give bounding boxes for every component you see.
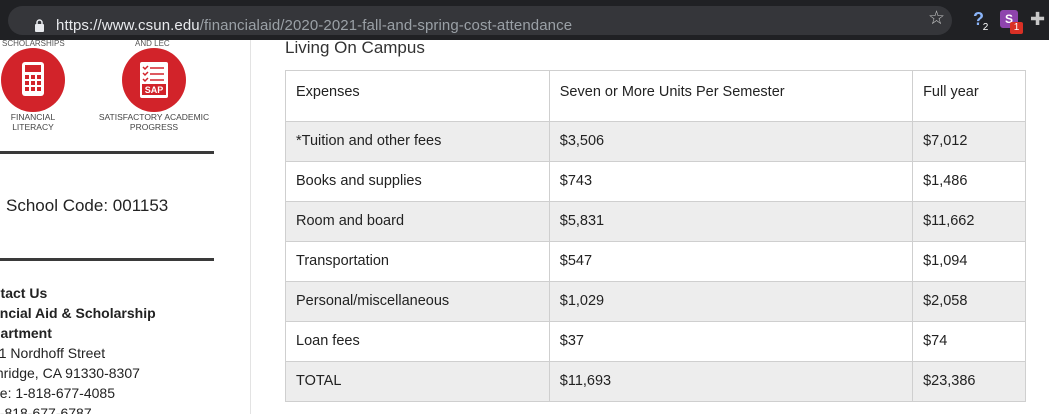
calculator-icon	[22, 62, 44, 96]
school-code: School Code: 001153	[6, 196, 169, 215]
browser-toolbar: https://www.csun.edu/financialaid/2020-2…	[0, 0, 1049, 40]
semester-cost-cell: $37	[548, 321, 914, 362]
semester-cost-cell: $3,506	[548, 121, 914, 162]
year-cost-cell: $1,486	[912, 161, 1026, 202]
sidebar: SCHOLARSHIPS AND LEC FINANCIAL LITERACY …	[0, 40, 226, 414]
contact-heading: ntact Us	[0, 285, 48, 301]
financial-literacy-icon[interactable]	[1, 48, 65, 112]
expense-cell: Loan fees	[285, 321, 550, 362]
contact-info: ntact Us ancial Aid & Scholarship partme…	[0, 283, 156, 414]
semester-cost-cell: $743	[548, 161, 914, 202]
table-row-total: TOTAL $11,693 $23,386	[285, 361, 1026, 402]
url-text: https://www.csun.edu/financialaid/2020-2…	[56, 17, 573, 34]
table-row: Books and supplies $743 $1,486	[285, 161, 1026, 202]
lec-link-label[interactable]: AND LEC	[135, 40, 170, 48]
city-address: thridge, CA 91330-8307	[0, 365, 140, 381]
semester-cost-cell: $5,831	[548, 201, 914, 242]
expense-cell: *Tuition and other fees	[285, 121, 550, 162]
bookmark-star-icon[interactable]: ☆	[928, 8, 946, 29]
table-row: Transportation $547 $1,094	[285, 241, 1026, 282]
lock-icon	[35, 19, 44, 32]
sap-icon[interactable]: SAP	[122, 48, 186, 112]
divider	[0, 151, 214, 154]
semester-cost-cell: $1,029	[548, 281, 914, 322]
semester-cost-cell: $11,693	[548, 361, 914, 402]
expense-cell: TOTAL	[285, 361, 550, 402]
expense-cell: Room and board	[285, 201, 550, 242]
financial-literacy-label[interactable]: FINANCIAL LITERACY	[10, 112, 56, 132]
header-seven-units: Seven or More Units Per Semester	[548, 70, 914, 122]
svg-text:SAP: SAP	[145, 85, 164, 95]
street-address: 11 Nordhoff Street	[0, 345, 106, 361]
department-name-line1: ancial Aid & Scholarship	[0, 305, 156, 321]
scholarships-link-label[interactable]: SCHOLARSHIPS	[2, 40, 65, 48]
expense-cell: Personal/miscellaneous	[285, 281, 550, 322]
extension-badge: 1	[1010, 22, 1023, 34]
year-cost-cell: $74	[912, 321, 1026, 362]
phone-number[interactable]: ne: 1-818-677-4085	[0, 385, 115, 401]
year-cost-cell: $23,386	[912, 361, 1026, 402]
table-row: Room and board $5,831 $11,662	[285, 201, 1026, 242]
year-cost-cell: $11,662	[912, 201, 1026, 242]
semester-cost-cell: $547	[548, 241, 914, 282]
table-header-row: Expenses Seven or More Units Per Semeste…	[285, 70, 1026, 122]
table-row: Personal/miscellaneous $1,029 $2,058	[285, 281, 1026, 322]
year-cost-cell: $1,094	[912, 241, 1026, 282]
divider	[0, 258, 214, 261]
year-cost-cell: $2,058	[912, 281, 1026, 322]
checklist-icon: SAP	[140, 62, 168, 98]
table-row: Loan fees $37 $74	[285, 321, 1026, 362]
sidebar-divider-line	[250, 40, 251, 414]
year-cost-cell: $7,012	[912, 121, 1026, 162]
extensions-puzzle-icon[interactable]: ✚	[1030, 9, 1046, 29]
table-row: *Tuition and other fees $3,506 $7,012	[285, 121, 1026, 162]
expense-cell: Transportation	[285, 241, 550, 282]
header-full-year: Full year	[912, 70, 1026, 122]
extension-badge: 2	[979, 22, 992, 34]
cost-table: Expenses Seven or More Units Per Semeste…	[285, 70, 1026, 402]
expense-cell: Books and supplies	[285, 161, 550, 202]
header-expenses: Expenses	[285, 70, 550, 122]
extension-help-icon[interactable]: ? 2	[970, 9, 992, 34]
sap-label[interactable]: SATISFACTORY ACADEMIC PROGRESS	[98, 112, 210, 132]
fax-number: 1-818-677-6787	[0, 405, 92, 414]
section-title: Living On Campus	[285, 38, 425, 57]
extension-s-icon[interactable]: S 1	[1000, 10, 1023, 34]
address-bar[interactable]: https://www.csun.edu/financialaid/2020-2…	[8, 6, 952, 35]
